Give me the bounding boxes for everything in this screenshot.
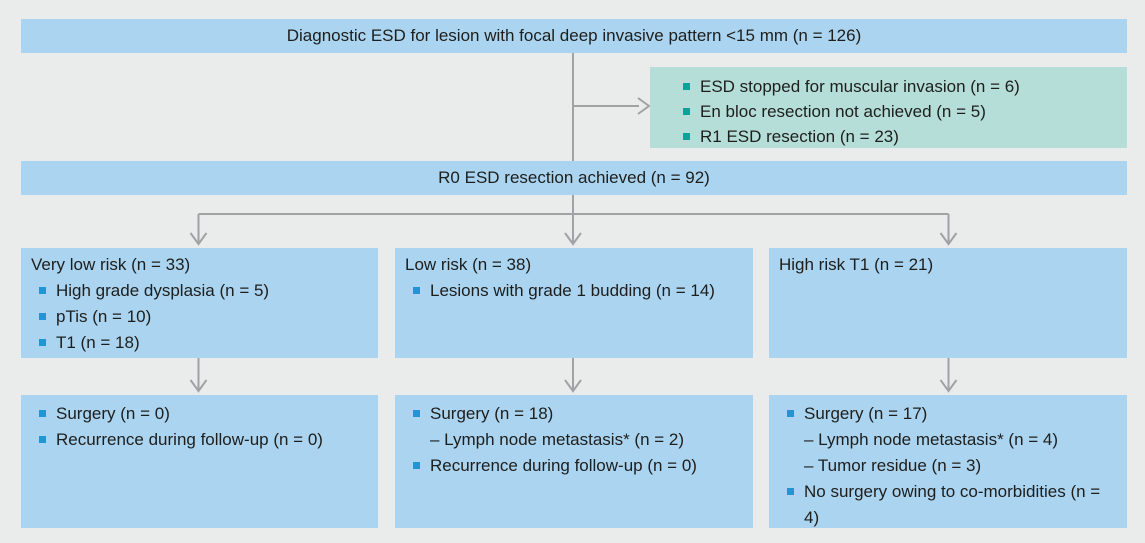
bullet-icon (39, 339, 46, 346)
node-diagnostic-esd-text: Diagnostic ESD for lesion with focal dee… (286, 26, 862, 45)
list-item: T1 (n = 18) (21, 330, 378, 356)
list-item-text: Surgery (n = 0) (56, 404, 170, 423)
bullet-icon (39, 313, 46, 320)
arrowhead-down-outcome2 (564, 379, 582, 393)
node-outcome-low-risk: Surgery (n = 18) – Lymph node metastasis… (395, 395, 753, 528)
arrowhead-right-exclusion (637, 97, 651, 115)
sub-item-text: – Tumor residue (n = 3) (804, 456, 982, 475)
node-diagnostic-esd: Diagnostic ESD for lesion with focal dee… (21, 19, 1127, 53)
bullet-icon (683, 108, 690, 115)
node-outcome-very-low-risk: Surgery (n = 0) Recurrence during follow… (21, 395, 378, 528)
list-item: Recurrence during follow-up (n = 0) (395, 453, 753, 479)
arrowhead-down-outcome1 (189, 379, 208, 393)
bullet-icon (683, 133, 690, 140)
node-r0-resection: R0 ESD resection achieved (n = 92) (21, 161, 1127, 195)
bullet-icon (683, 83, 690, 90)
list-item: Surgery (n = 0) (21, 401, 378, 427)
outcome-list: Surgery (n = 18) (395, 401, 753, 427)
node-exclusions: ESD stopped for muscular invasion (n = 6… (650, 67, 1127, 148)
arrowhead-down-right (939, 232, 958, 246)
outcome-list: Recurrence during follow-up (n = 0) (395, 453, 753, 479)
list-item: No surgery owing to co-morbidities (n = … (769, 479, 1127, 531)
list-item: Surgery (n = 17) (769, 401, 1127, 427)
node-very-low-risk: Very low risk (n = 33) High grade dyspla… (21, 248, 378, 358)
bullet-icon (39, 287, 46, 294)
list-item-text: Recurrence during follow-up (n = 0) (56, 430, 323, 449)
node-title: Very low risk (n = 33) (31, 255, 191, 274)
list-item-text: Surgery (n = 18) (430, 404, 554, 423)
list-item-text: Surgery (n = 17) (804, 404, 928, 423)
list-item: High grade dysplasia (n = 5) (21, 278, 378, 304)
bullet-icon (413, 462, 420, 469)
list-item-text: Lesions with grade 1 budding (n = 14) (430, 281, 715, 300)
node-low-risk: Low risk (n = 38) Lesions with grade 1 b… (395, 248, 753, 358)
bullet-icon (413, 287, 420, 294)
outcome-list: Surgery (n = 0) Recurrence during follow… (21, 401, 378, 453)
node-outcome-high-risk: Surgery (n = 17) – Lymph node metastasis… (769, 395, 1127, 528)
sub-item-text: – Lymph node metastasis* (n = 4) (804, 430, 1059, 449)
bullet-icon (413, 410, 420, 417)
list-item: pTis (n = 10) (21, 304, 378, 330)
bullet-icon (787, 488, 794, 495)
sub-item-text: – Lymph node metastasis* (n = 2) (430, 430, 685, 449)
list-item-text: En bloc resection not achieved (n = 5) (700, 102, 986, 121)
bullet-icon (39, 436, 46, 443)
list-item-text: High grade dysplasia (n = 5) (56, 281, 270, 300)
list-item-text: R1 ESD resection (n = 23) (700, 127, 899, 146)
node-high-risk: High risk T1 (n = 21) (769, 248, 1127, 358)
arrowhead-down-mid (564, 232, 582, 246)
arrowhead-down-left (189, 232, 208, 246)
list-item: Surgery (n = 18) (395, 401, 753, 427)
list-item: ESD stopped for muscular invasion (n = 6… (650, 74, 1127, 99)
outcome-list: No surgery owing to co-morbidities (n = … (769, 479, 1127, 531)
list-item: Recurrence during follow-up (n = 0) (21, 427, 378, 453)
branch-list: High grade dysplasia (n = 5) pTis (n = 1… (21, 278, 378, 356)
bullet-icon (39, 410, 46, 417)
list-item-text: No surgery owing to co-morbidities (n = … (804, 482, 1101, 527)
list-item: En bloc resection not achieved (n = 5) (650, 99, 1127, 124)
list-item: Lesions with grade 1 budding (n = 14) (395, 278, 753, 304)
list-item-text: pTis (n = 10) (56, 307, 152, 326)
list-item-text: ESD stopped for muscular invasion (n = 6… (700, 77, 1020, 96)
arrowhead-down-outcome3 (939, 379, 958, 393)
bullet-icon (787, 410, 794, 417)
node-title: High risk T1 (n = 21) (779, 255, 934, 274)
list-item-text: Recurrence during follow-up (n = 0) (430, 456, 697, 475)
outcome-list: Surgery (n = 17) (769, 401, 1127, 427)
list-item-text: T1 (n = 18) (56, 333, 140, 352)
branch-list: Lesions with grade 1 budding (n = 14) (395, 278, 753, 304)
node-r0-resection-text: R0 ESD resection achieved (n = 92) (438, 168, 710, 187)
list-item: R1 ESD resection (n = 23) (650, 124, 1127, 149)
exclusion-list: ESD stopped for muscular invasion (n = 6… (650, 74, 1127, 149)
node-title: Low risk (n = 38) (405, 255, 532, 274)
